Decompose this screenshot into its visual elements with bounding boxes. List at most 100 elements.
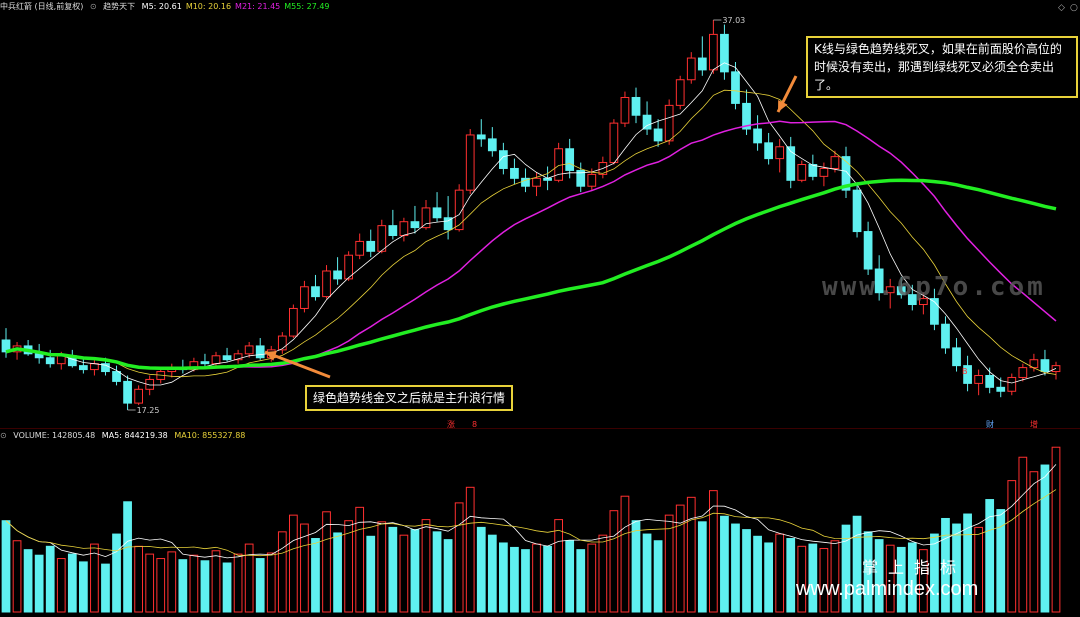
volume-bar: [952, 523, 961, 613]
expand-icon[interactable]: ◇: [1058, 3, 1065, 13]
candle-body: [930, 298, 939, 325]
volume-bar: [410, 529, 420, 613]
volume-bar: [388, 526, 398, 613]
volume-bar: [742, 529, 751, 613]
candle-body: [510, 167, 519, 179]
volume-bar: [56, 558, 66, 613]
volume-bar: [23, 549, 33, 613]
candle-body: [344, 254, 353, 280]
volume-bar: [753, 535, 762, 613]
candle-body: [653, 128, 663, 142]
event-marker: 涨: [447, 419, 455, 429]
candle-body: [664, 104, 674, 142]
candle-body: [1, 339, 11, 353]
candle-body: [311, 286, 320, 298]
volume-bar: [222, 562, 232, 613]
candle-body: [620, 96, 630, 124]
volume-bar: [852, 515, 862, 613]
volume-bar: [554, 519, 564, 613]
volume-bar: [576, 549, 586, 613]
volume-bar: [101, 563, 110, 613]
volume-bar: [941, 517, 950, 613]
candle-body: [1040, 359, 1050, 373]
volume-bar: [134, 545, 143, 613]
volume-bar: [974, 526, 984, 613]
volume-bar: [45, 545, 55, 613]
volume-bar: [178, 559, 188, 613]
candle-body: [333, 270, 342, 280]
volume-bar: [333, 532, 342, 613]
volume-bar: [764, 542, 774, 613]
volume-bar: [565, 540, 575, 613]
candle-body: [244, 345, 254, 355]
watermark-site: www.6p7o.com: [822, 272, 1046, 302]
candle-body: [211, 355, 221, 365]
candle-body: [410, 221, 420, 229]
candle-body: [885, 286, 895, 294]
ma-label: M21: 21.45: [235, 2, 281, 11]
volume-bar: [1, 520, 11, 613]
volume-bar: [1018, 456, 1028, 613]
candle-body: [963, 365, 972, 384]
volume-bar: [167, 551, 177, 613]
candle-body: [941, 323, 950, 349]
volume-bar: [200, 560, 210, 613]
arrow-death-cross-head: [778, 100, 788, 112]
candle-body: [56, 355, 66, 365]
volume-bar: [1040, 464, 1050, 613]
volume-bar: [532, 543, 541, 613]
candle-body: [355, 240, 365, 256]
candle-body: [45, 357, 55, 365]
volume-ma10-line: [5, 489, 1057, 557]
volume-bar: [1007, 480, 1017, 613]
candle-body: [819, 167, 829, 177]
volume-bar: [211, 550, 221, 613]
volume-bar: [233, 553, 243, 613]
candle-body: [775, 146, 785, 160]
candle-body: [642, 114, 652, 130]
volume-bar: [12, 540, 22, 613]
candle-body: [686, 57, 696, 81]
volume-bar: [841, 524, 851, 613]
volume-bar: [311, 538, 320, 613]
volume-bar: [123, 501, 132, 613]
volume-bar: [499, 542, 508, 613]
volume-ma5-line: [5, 464, 1057, 559]
candle-body: [852, 189, 862, 233]
volume-bar: [366, 535, 376, 613]
volume-bar: [344, 520, 353, 613]
candle-body: [907, 294, 917, 306]
indicator-name[interactable]: 趋势天下: [103, 2, 136, 11]
candle-body: [90, 363, 99, 371]
candle-body: [277, 335, 287, 351]
volume-bar: [289, 514, 298, 613]
candle-body: [200, 361, 210, 365]
volume-bar: [797, 545, 807, 613]
volume-bar: [34, 554, 44, 613]
candle-body: [443, 217, 453, 231]
candle-body: [476, 134, 486, 140]
volume-bar: [720, 515, 729, 613]
volume-bar: [896, 546, 906, 613]
volume-bar: [543, 545, 552, 613]
stock-name[interactable]: 中兵红箭 (日线,前复权): [0, 2, 84, 11]
ma10-line: [5, 89, 1057, 378]
volume-bar: [786, 538, 796, 613]
candle-body: [101, 363, 110, 373]
candle-body: [576, 169, 586, 187]
candle-body: [808, 164, 818, 177]
volume-ma5: MA5: 844219.38: [101, 431, 168, 440]
volume-bar: [675, 504, 685, 613]
candle-body: [731, 71, 740, 104]
candle-body: [1018, 367, 1028, 378]
candle-body: [753, 128, 762, 144]
volume-bar: [67, 553, 77, 613]
settings-icon[interactable]: ○: [1070, 3, 1078, 13]
volume-icon: ⊙: [0, 431, 7, 440]
candle-body: [300, 286, 309, 309]
candle-body: [112, 371, 121, 382]
volume-bar: [465, 486, 475, 613]
volume-bar: [300, 523, 309, 613]
candle-body: [532, 177, 541, 187]
